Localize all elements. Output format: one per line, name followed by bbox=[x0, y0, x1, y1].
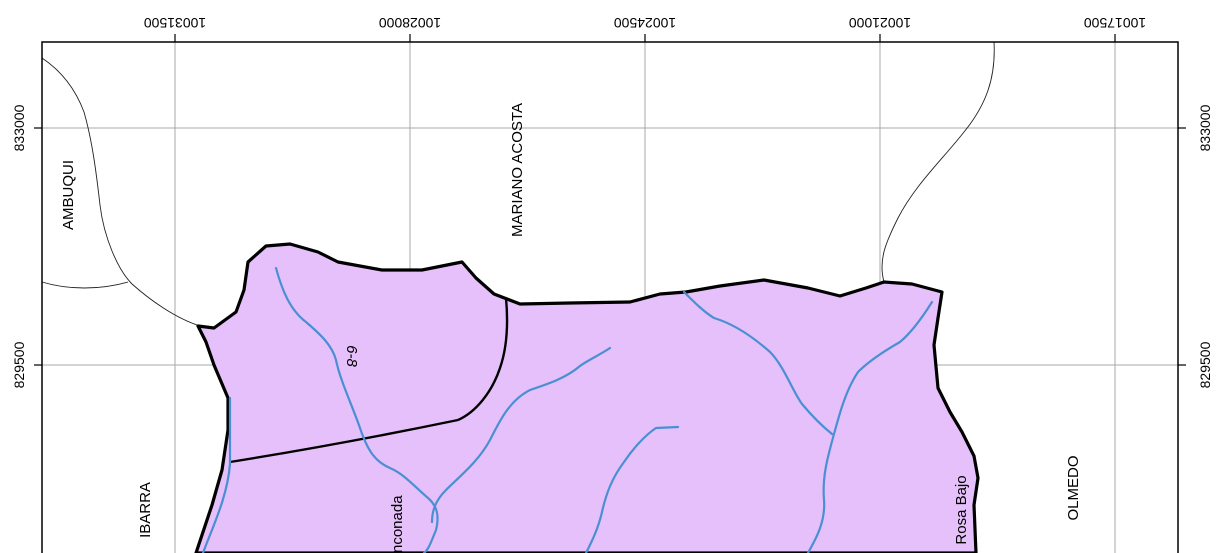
river bbox=[806, 300, 934, 553]
river bbox=[584, 425, 680, 553]
left-axis-labels: 833000 829500 bbox=[11, 104, 27, 388]
river bbox=[201, 396, 232, 553]
frame-ticks bbox=[34, 34, 1186, 366]
place-labels: AMBUQUI MARIANO ACOSTA IBARRA OLMEDO Ros… bbox=[60, 103, 1082, 553]
river bbox=[274, 266, 439, 553]
map-frame bbox=[41, 41, 1179, 553]
place-label-mariano-acosta: MARIANO ACOSTA bbox=[509, 103, 526, 237]
top-tick-label: 10021000 bbox=[849, 15, 912, 31]
left-tick-label: 829500 bbox=[11, 341, 27, 388]
parish-boundary-ibarra-north bbox=[41, 281, 129, 289]
parish-boundary-mariano-acosta bbox=[881, 41, 995, 283]
place-label-olmedo: OLMEDO bbox=[1065, 455, 1082, 520]
place-label-ambuqui: AMBUQUI bbox=[60, 160, 77, 230]
river-network bbox=[201, 266, 934, 553]
basin-code-label: 6-8 bbox=[343, 345, 360, 367]
left-tick-label: 833000 bbox=[11, 104, 27, 151]
parish-boundaries bbox=[41, 41, 995, 327]
right-axis-labels: 833000 829500 bbox=[1197, 104, 1213, 388]
top-tick-label: 10017500 bbox=[1084, 15, 1147, 31]
river bbox=[682, 290, 834, 436]
sub-basin-boundaries bbox=[229, 297, 509, 464]
sub-basin-divider-south bbox=[229, 418, 459, 464]
basin-area bbox=[194, 242, 980, 553]
top-tick-label: 10024500 bbox=[614, 15, 677, 31]
right-tick-label: 833000 bbox=[1197, 104, 1213, 151]
right-tick-label: 829500 bbox=[1197, 341, 1213, 388]
place-label-rosa-bajo: Rosa Bajo bbox=[953, 475, 970, 544]
river bbox=[430, 346, 612, 524]
place-label-ibarra: IBARRA bbox=[137, 482, 154, 538]
top-tick-label: 10028000 bbox=[379, 15, 442, 31]
sub-basin-divider-north bbox=[457, 297, 509, 422]
top-tick-label: 10031500 bbox=[144, 15, 207, 31]
place-label-rinconada: nconada bbox=[389, 495, 406, 553]
parish-boundary-ambuqui bbox=[41, 57, 201, 327]
top-axis-labels: 10031500 10028000 10024500 10021000 1001… bbox=[144, 15, 1147, 31]
